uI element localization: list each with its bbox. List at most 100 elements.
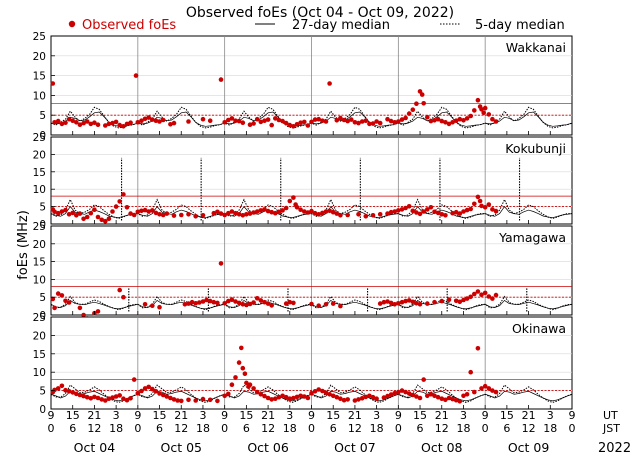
y-tick-label: 0 (39, 310, 46, 322)
ut-tick-label: 9 (221, 409, 228, 422)
observed-point (171, 213, 177, 218)
observed-point (240, 302, 246, 307)
observed-point (99, 397, 104, 402)
jst-tick-label: 0 (221, 422, 228, 435)
station-name: Yamagawa (498, 230, 566, 245)
observed-point (280, 393, 285, 399)
y-tick-label: 25 (33, 312, 46, 324)
y-tick-label: 25 (33, 132, 46, 144)
observed-point (269, 397, 275, 402)
observed-point (150, 386, 155, 392)
observed-point (52, 120, 57, 125)
observed-point (490, 388, 495, 393)
legend-5day-label: 5-day median (475, 18, 565, 33)
observed-point (374, 119, 379, 124)
observed-point (265, 117, 271, 122)
observed-point (396, 389, 401, 395)
observed-point (113, 394, 119, 399)
jst-tick-label: 12 (174, 422, 188, 435)
observed-point (193, 301, 198, 306)
observed-point (200, 396, 206, 402)
observed-point (477, 198, 483, 204)
observed-point (226, 117, 231, 123)
observed-point (110, 120, 115, 126)
observed-point (453, 397, 459, 403)
observed-point (439, 118, 445, 124)
observed-point (443, 120, 448, 125)
observed-point (461, 209, 466, 214)
observed-point (153, 389, 159, 394)
observed-point (133, 73, 139, 78)
panel-wakkanai: 0 5 10 15 20 25 Wakkanai (33, 31, 573, 142)
observed-point (146, 384, 151, 390)
observed-point (457, 399, 463, 404)
observed-point (356, 120, 361, 126)
jst-tick-label: 18 (543, 422, 557, 435)
observed-point (226, 210, 231, 216)
observed-point (417, 302, 423, 307)
observed-point (186, 301, 191, 306)
observed-point (117, 199, 122, 204)
observed-point (403, 205, 408, 211)
year-label: 2022 (598, 441, 631, 456)
jst-tick-label: 18 (196, 422, 210, 435)
observed-point (95, 395, 101, 401)
observed-point (66, 116, 72, 122)
observed-point (153, 118, 159, 123)
observed-point (244, 380, 249, 386)
observed-point (63, 207, 68, 213)
observed-point (486, 202, 492, 207)
observed-point (439, 212, 445, 217)
observed-point (233, 299, 238, 304)
observed-point (247, 211, 253, 216)
x-axis-labels: 9 15 21 3 9 15 21 3 9 15 21 3 9 15 21 3 9 15 21 3 9 15 21 3 90 6 1… (48, 409, 576, 455)
observed-point (403, 298, 408, 304)
observed-point (50, 81, 56, 86)
observed-point (113, 119, 119, 125)
observed-point (417, 89, 423, 94)
observed-point (240, 213, 246, 218)
observed-point (63, 387, 68, 393)
observed-point (142, 116, 148, 122)
observed-point (207, 397, 213, 403)
observed-point (475, 194, 481, 200)
observed-point (146, 115, 151, 120)
observed-point (396, 208, 401, 213)
observed-point (164, 211, 170, 216)
observed-point (55, 118, 61, 124)
observed-point (305, 210, 311, 215)
jst-tick-label: 6 (243, 422, 250, 435)
observed-point (493, 292, 499, 298)
observed-point (320, 210, 325, 216)
observed-point (309, 208, 314, 214)
observed-point (374, 396, 379, 402)
observed-point (197, 300, 202, 305)
observed-point (472, 389, 477, 395)
jst-tick-label: 12 (348, 422, 362, 435)
ut-tick-label: 15 (413, 409, 427, 422)
observed-point (446, 297, 452, 303)
observed-point (74, 120, 79, 125)
observed-point (406, 391, 412, 396)
observed-point (287, 299, 293, 305)
observed-point (479, 292, 484, 298)
observed-point (486, 386, 492, 391)
ut-tick-label: 9 (569, 409, 576, 422)
observed-point (239, 345, 244, 351)
observed-point (414, 210, 419, 215)
observed-point (410, 208, 416, 214)
observed-point (186, 397, 191, 403)
observed-point (385, 393, 390, 399)
observed-point (150, 303, 155, 309)
observed-point (233, 210, 238, 216)
observed-point (103, 218, 108, 224)
observed-point (432, 393, 437, 399)
observed-point (218, 261, 224, 266)
station-panels: 0 5 10 15 20 25 Wakkanai 0 5 10 15 20 25 Kokubunji 0 5 1… (33, 31, 573, 416)
observed-point (432, 118, 437, 123)
observed-point (254, 389, 260, 395)
observed-point (186, 212, 191, 217)
observed-point (55, 291, 61, 296)
observed-point (294, 394, 300, 400)
observed-point (461, 393, 466, 399)
